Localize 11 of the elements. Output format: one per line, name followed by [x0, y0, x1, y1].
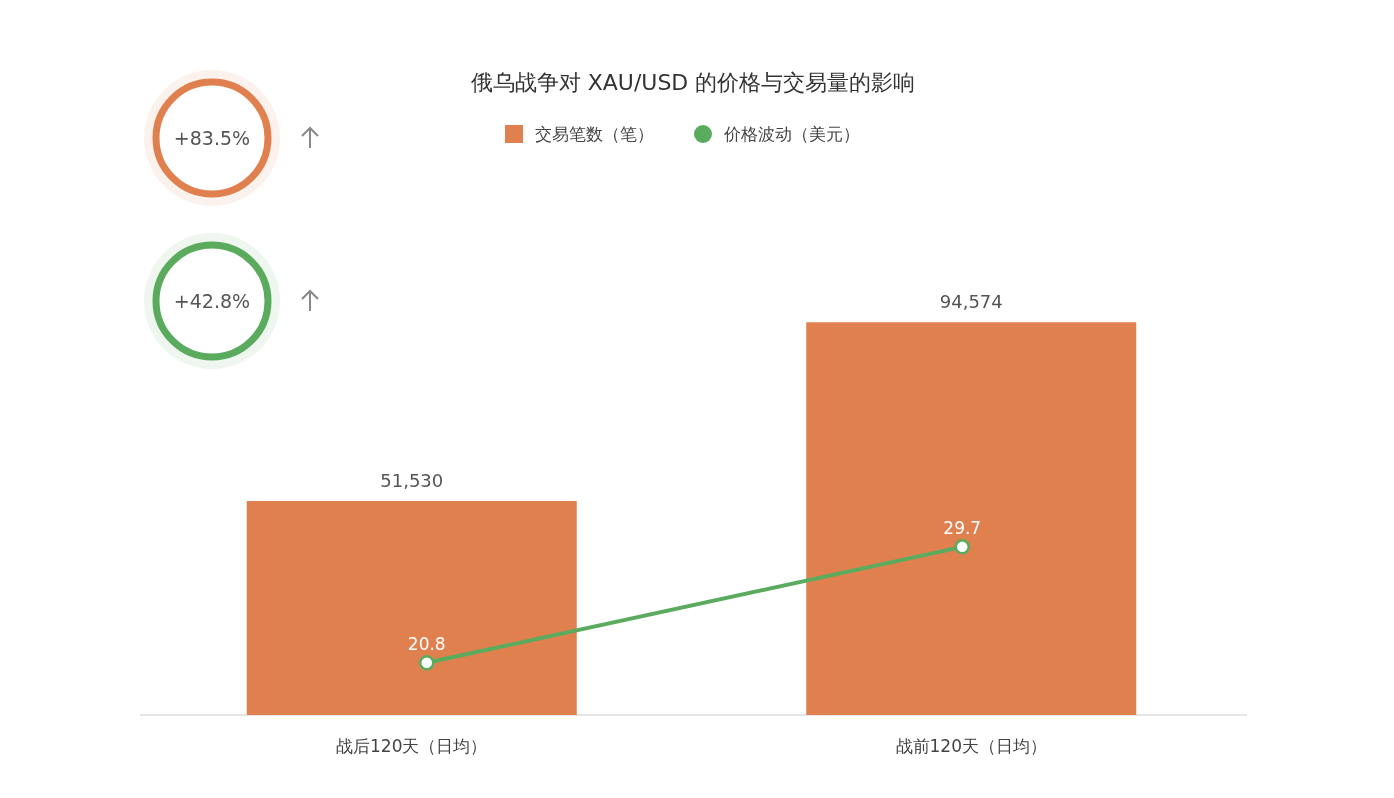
x-tick-label: 战前120天（日均） [895, 736, 1047, 756]
legend-label: 交易笔数（笔） [535, 124, 654, 144]
data-label: 94,574 [939, 291, 1003, 313]
chart-title: 俄乌战争对 XAU/USD 的价格与交易量的影响 [470, 70, 916, 95]
data-label: 20.8 [407, 633, 446, 654]
data-label: 29.7 [943, 517, 982, 538]
text: +42.8% [173, 290, 251, 312]
x-tick-label: 战后120天（日均） [336, 736, 488, 756]
legend-label: 价格波动（美元） [723, 124, 860, 144]
data-label: 51,530 [380, 470, 444, 492]
text: +83.5% [173, 127, 251, 149]
